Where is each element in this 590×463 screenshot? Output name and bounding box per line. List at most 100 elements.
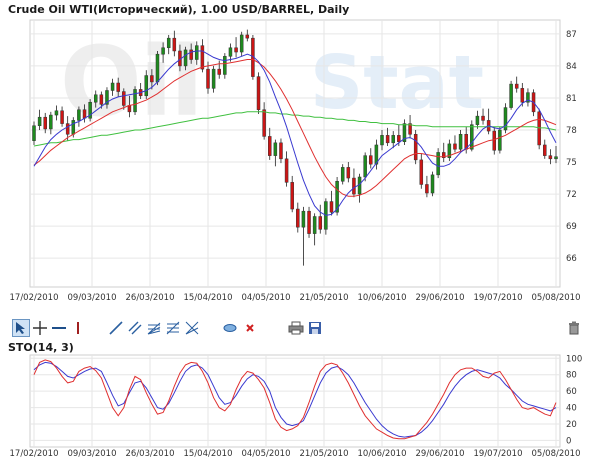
- candle: [402, 119, 407, 145]
- candle-body: [82, 109, 87, 119]
- candle-body: [43, 116, 47, 130]
- y-tick-label: 81: [566, 94, 577, 104]
- y-tick-label: 78: [566, 126, 577, 136]
- candle-body: [301, 210, 306, 228]
- vertical-line-tool-button[interactable]: [69, 319, 87, 337]
- candle: [262, 102, 266, 140]
- candle: [144, 70, 149, 100]
- candle-body: [307, 210, 311, 234]
- candle-body: [498, 129, 502, 151]
- candle: [419, 153, 424, 189]
- fibonacci-levels-tool-button[interactable]: [164, 319, 182, 337]
- x-tick-label: 04/05/2010: [242, 449, 291, 459]
- candle-body: [441, 152, 446, 159]
- candle-body: [543, 144, 547, 156]
- candle-body: [88, 101, 92, 119]
- stochastic-k-line: [33, 361, 557, 438]
- candle-body: [206, 68, 210, 89]
- candle: [340, 164, 345, 185]
- candle-body: [116, 82, 120, 92]
- delete-object-tool-button[interactable]: [241, 319, 259, 337]
- vertical-line-icon: [77, 322, 79, 334]
- candle: [301, 206, 306, 266]
- floppy-disk-icon: [309, 322, 321, 334]
- gann-tool-button[interactable]: [183, 319, 201, 337]
- candle-body: [54, 110, 59, 116]
- candle: [296, 202, 300, 233]
- candle-body: [239, 34, 244, 53]
- candle-body: [385, 135, 390, 144]
- y-tick-label: 87: [566, 30, 577, 40]
- candle: [447, 139, 452, 161]
- candle-body: [340, 167, 345, 182]
- candle-body: [161, 47, 165, 55]
- candle: [458, 130, 463, 153]
- candle: [195, 41, 199, 65]
- x-tick-label: 04/05/2010: [242, 293, 291, 303]
- y-tick-label: 84: [566, 62, 577, 72]
- candle: [486, 108, 491, 135]
- candle: [133, 86, 137, 116]
- candle-body: [413, 134, 418, 161]
- candle-body: [470, 124, 474, 150]
- candle: [514, 76, 519, 93]
- candle-body: [318, 216, 323, 230]
- candle-body: [346, 167, 351, 179]
- x-tick-label: 10/06/2010: [358, 293, 407, 303]
- ellipse-tool-button[interactable]: [221, 319, 239, 337]
- candle: [374, 139, 379, 170]
- candle-body: [453, 143, 457, 150]
- delete-x-icon: [246, 324, 254, 332]
- trend-line-tool-button[interactable]: [107, 319, 125, 337]
- candle: [537, 108, 541, 150]
- candle-body: [228, 47, 233, 57]
- candle: [324, 198, 328, 235]
- x-tick-label: 09/03/2010: [68, 293, 117, 303]
- candle: [234, 37, 238, 58]
- candle: [554, 146, 558, 164]
- candle: [363, 152, 367, 182]
- candle-body: [425, 184, 429, 194]
- y-tick-label: 75: [566, 158, 577, 168]
- horizontal-line-icon: [52, 327, 66, 329]
- candle-body: [520, 88, 525, 103]
- candle: [273, 139, 278, 167]
- candle: [32, 121, 36, 145]
- candle-body: [363, 155, 367, 178]
- chart-title: Crude Oil WTI(Исторический), 1.00 USD/BA…: [8, 3, 350, 16]
- horizontal-line-tool-button[interactable]: [50, 319, 68, 337]
- moving-average-fast-line: [33, 50, 557, 216]
- parallel-channel-tool-button[interactable]: [126, 319, 144, 337]
- y-tick-label: 100: [566, 354, 582, 364]
- candle-body: [262, 109, 266, 137]
- candle-body: [273, 142, 278, 156]
- candle-body: [436, 152, 440, 176]
- candle: [492, 126, 497, 155]
- candle: [245, 29, 250, 42]
- price-chart[interactable]: 17/02/2010 09/03/2010 26/03/2010 15/04/2010…: [0, 0, 590, 318]
- x-tick-label: 17/02/2010: [10, 449, 59, 459]
- y-tick-label: 72: [566, 190, 577, 200]
- save-button[interactable]: [306, 319, 324, 337]
- candle: [481, 108, 485, 125]
- x-tick-label: 05/08/2010: [532, 449, 581, 459]
- moving-average-slow-line: [33, 59, 557, 197]
- x-tick-label: 10/06/2010: [358, 449, 407, 459]
- candle: [211, 65, 216, 93]
- fibonacci-fan-tool-button[interactable]: [145, 319, 163, 337]
- candle-body: [49, 114, 53, 130]
- x-tick-label: 21/05/2010: [300, 449, 349, 459]
- trash-button[interactable]: [565, 319, 583, 337]
- stochastic-title: STO(14, 3): [8, 341, 74, 354]
- candle-body: [290, 182, 294, 210]
- candle: [228, 43, 233, 62]
- candle-body: [99, 94, 104, 105]
- print-button[interactable]: [287, 319, 305, 337]
- crosshair-tool-button[interactable]: [31, 319, 49, 337]
- candle: [65, 116, 70, 141]
- y-tick-label: 40: [566, 404, 577, 414]
- candle-body: [380, 135, 384, 146]
- pointer-tool-button[interactable]: [12, 319, 30, 337]
- y-tick-label: 20: [566, 420, 577, 430]
- x-tick-label: 19/07/2010: [474, 293, 523, 303]
